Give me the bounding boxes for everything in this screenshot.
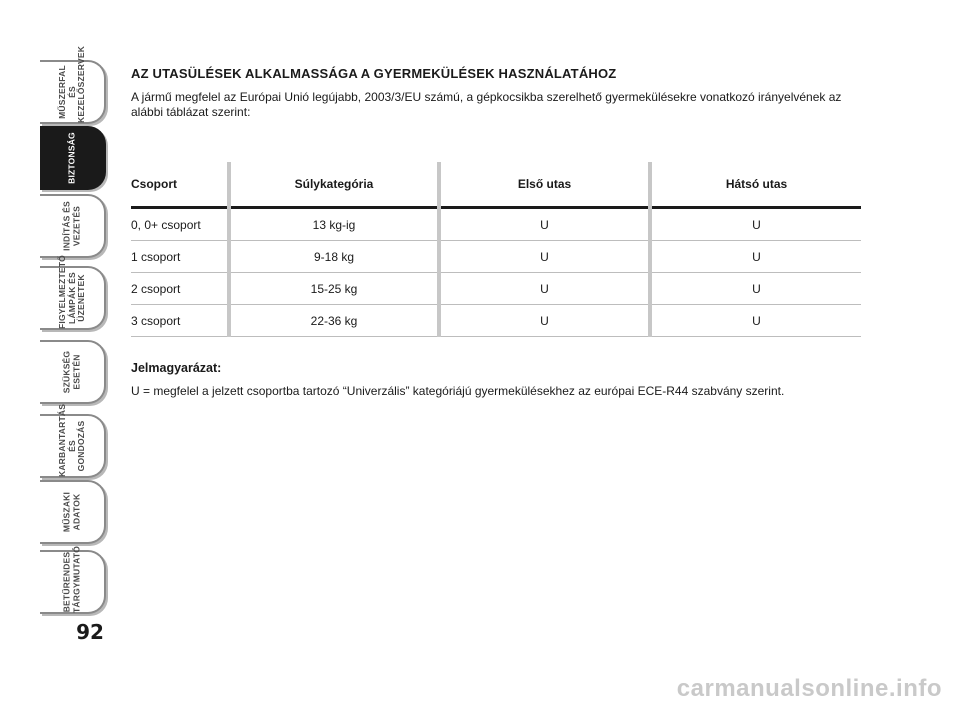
page-title: AZ UTASÜLÉSEK ALKALMASSÁGA A GYERMEKÜLÉS…: [131, 66, 617, 81]
cell-group: 2 csoport: [131, 272, 231, 305]
cell-weight: 13 kg-ig: [229, 209, 441, 241]
main-content: AZ UTASÜLÉSEK ALKALMASSÁGA A GYERMEKÜLÉS…: [131, 66, 861, 120]
page-number: 92: [76, 620, 104, 644]
tab-label: SZÜKSÉG ESETÉN: [61, 350, 82, 394]
header-sulykategoria: Súlykategória: [229, 162, 441, 208]
tab-label: KARBANTARTÁS ÉS GONDOZÁS: [56, 403, 86, 477]
legend-text: U = megfelel a jelzett csoportba tartozó…: [131, 384, 785, 398]
tab-label: INDÍTÁS ÉS VEZETÉS: [61, 201, 82, 251]
tab-label: FIGYELMEZTETŐ LÁMPÁK ÉS ÜZENETEK: [56, 255, 86, 329]
tab-betu[interactable]: BETŰRENDES TÁRGYMUTATÓ: [40, 545, 106, 614]
table-row: 0, 0+ csoport 13 kg-ig U U: [131, 209, 861, 241]
cell-rear: U: [650, 304, 861, 337]
header-hatso-utas: Hátsó utas: [725, 177, 788, 191]
cell-front: U: [439, 209, 652, 241]
tab-karbantartas[interactable]: KARBANTARTÁS ÉS GONDOZÁS: [40, 403, 106, 478]
tab-label: BIZTONSÁG: [66, 132, 77, 184]
cell-group: 0, 0+ csoport: [131, 209, 231, 241]
cell-front: U: [439, 272, 652, 305]
tab-biztonsag[interactable]: BIZTONSÁG: [40, 126, 106, 190]
header-elso-utas: Első utas: [439, 162, 652, 208]
legend-title: Jelmagyarázat:: [131, 361, 222, 375]
cell-front: U: [439, 304, 652, 337]
cell-weight: 22-36 kg: [229, 304, 441, 337]
tab-muszerfal[interactable]: MŰSZERFAL ÉS KEZELŐSZERVEK: [40, 45, 106, 124]
table-row: 1 csoport 9-18 kg U U: [131, 240, 861, 273]
tab-muszaki[interactable]: MŰSZAKI ADATOK: [40, 480, 106, 544]
cell-rear: U: [650, 209, 861, 241]
tab-figyelmezteto[interactable]: FIGYELMEZTETŐ LÁMPÁK ÉS ÜZENETEK: [40, 255, 106, 330]
cell-group: 1 csoport: [131, 240, 231, 273]
tab-inditas[interactable]: INDÍTÁS ÉS VEZETÉS: [40, 194, 106, 258]
cell-rear: U: [650, 240, 861, 273]
header-rule: [131, 206, 861, 210]
watermark: carmanualsonline.info: [676, 675, 942, 702]
tab-szukseg[interactable]: SZÜKSÉG ESETÉN: [40, 340, 106, 404]
cell-group: 3 csoport: [131, 304, 231, 337]
tab-label: MŰSZAKI ADATOK: [61, 491, 82, 533]
table-header-row: Csoport Súlykategória Első utas Hátsó ut…: [131, 162, 861, 208]
seat-suitability-table: Csoport Súlykategória Első utas Hátsó ut…: [131, 162, 861, 337]
table-row: 2 csoport 15-25 kg U U: [131, 272, 861, 305]
cell-weight: 15-25 kg: [229, 272, 441, 305]
intro-paragraph: A jármű megfelel az Európai Unió legújab…: [131, 90, 842, 119]
header-csoport: Csoport: [131, 162, 231, 208]
table-row: 3 csoport 22-36 kg U U: [131, 304, 861, 337]
cell-weight: 9-18 kg: [229, 240, 441, 273]
cell-front: U: [439, 240, 652, 273]
tab-label: MŰSZERFAL ÉS KEZELŐSZERVEK: [56, 45, 86, 123]
tab-label: BETŰRENDES TÁRGYMUTATÓ: [61, 545, 82, 613]
cell-rear: U: [650, 272, 861, 305]
